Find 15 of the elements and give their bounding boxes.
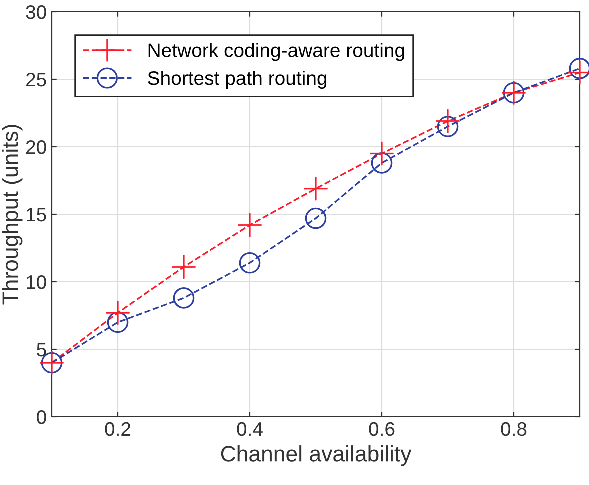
y-tick-label: 0 [37, 410, 46, 424]
x-tick-label: 0.8 [501, 422, 527, 436]
y-tick-label: 30 [26, 5, 46, 20]
y-tick-label: 5 [37, 343, 46, 357]
y-tick-label: 15 [26, 208, 46, 222]
x-tick-label: 0.6 [369, 422, 395, 436]
y-tick-label: 20 [26, 140, 46, 154]
x-tick-label: 0.4 [237, 422, 263, 436]
legend-label: Network coding-aware routing [148, 43, 404, 62]
x-tick-label: 0.2 [105, 422, 131, 436]
y-tick-label: 25 [26, 72, 46, 87]
y-tick-label: 10 [26, 275, 46, 290]
x-axis-title: Channel availability [221, 446, 412, 466]
y-axis-title: Throughput (units) [2, 125, 23, 305]
legend-label: Shortest path routing [148, 70, 327, 90]
